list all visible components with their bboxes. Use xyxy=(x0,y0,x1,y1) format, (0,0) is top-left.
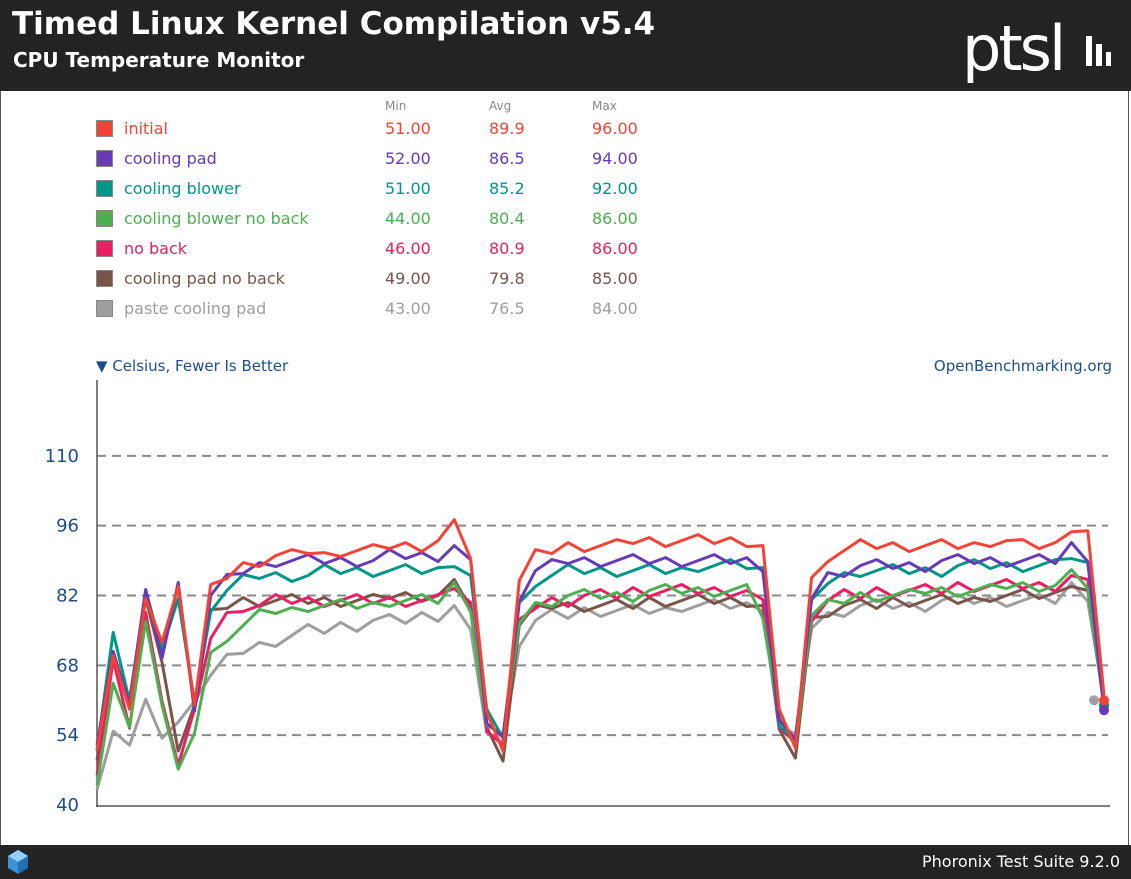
svg-text:ptsl: ptsl xyxy=(962,12,1063,84)
legend-min-value: 43.00 xyxy=(385,299,431,318)
phoronix-cube-icon xyxy=(8,850,28,874)
pts-logo-icon: ptsl xyxy=(962,12,1111,84)
legend-avg-value: 76.5 xyxy=(489,299,525,318)
legend-min-value: 49.00 xyxy=(385,269,431,288)
legend-avg-value: 79.8 xyxy=(489,269,525,288)
legend-series-name: cooling blower xyxy=(124,179,241,198)
legend-swatch xyxy=(96,120,113,137)
series-line xyxy=(95,581,1106,791)
unit-label: ▼ Celsius, Fewer Is Better xyxy=(96,357,288,375)
legend-swatch xyxy=(96,270,113,287)
series-line xyxy=(95,541,1106,746)
chart-title: Timed Linux Kernel Compilation v5.4 xyxy=(12,6,656,42)
legend-min-value: 51.00 xyxy=(385,179,431,198)
legend-swatch xyxy=(96,180,113,197)
legend-avg-value: 80.9 xyxy=(489,239,525,258)
legend-swatch xyxy=(96,210,113,227)
down-triangle-icon: ▼ xyxy=(96,357,108,375)
y-tick-label: 40 xyxy=(56,795,79,816)
y-tick-label: 110 xyxy=(45,446,79,467)
legend-min-value: 51.00 xyxy=(385,119,431,138)
legend-min-value: 52.00 xyxy=(385,149,431,168)
legend-max-value: 85.00 xyxy=(592,269,638,288)
legend-avg-value: 89.9 xyxy=(489,119,525,138)
legend-series-name: cooling pad xyxy=(124,149,217,168)
series-line xyxy=(95,568,1106,786)
chart-body xyxy=(0,91,1129,845)
y-tick-label: 54 xyxy=(56,725,79,746)
legend-min-value: 46.00 xyxy=(385,239,431,258)
series-line xyxy=(95,578,1106,763)
legend-max-value: 86.00 xyxy=(592,239,638,258)
footer-version: Phoronix Test Suite 9.2.0 xyxy=(922,852,1120,871)
legend-swatch xyxy=(96,300,113,317)
legend-series-name: cooling blower no back xyxy=(124,209,309,228)
legend-avg-value: 85.2 xyxy=(489,179,525,198)
y-tick-label: 82 xyxy=(56,586,79,607)
legend-series-name: cooling pad no back xyxy=(124,269,285,288)
legend-series-name: initial xyxy=(124,119,168,138)
legend-max-value: 92.00 xyxy=(592,179,638,198)
legend-series-name: paste cooling pad xyxy=(124,299,267,318)
legend-max-value: 84.00 xyxy=(592,299,638,318)
openbenchmarking-link[interactable]: OpenBenchmarking.org xyxy=(933,357,1112,375)
legend-col-max: Max xyxy=(592,99,617,113)
legend-max-value: 94.00 xyxy=(592,149,638,168)
legend-max-value: 96.00 xyxy=(592,119,638,138)
legend-avg-value: 80.4 xyxy=(489,209,525,228)
unit-label-text: Celsius, Fewer Is Better xyxy=(112,357,289,375)
series-end-point xyxy=(1099,695,1109,706)
footer-bar: Phoronix Test Suite 9.2.0 xyxy=(0,845,1131,879)
legend-col-avg: Avg xyxy=(489,99,512,113)
legend-col-min: Min xyxy=(385,99,407,113)
y-tick-label: 68 xyxy=(56,655,79,676)
legend-swatch xyxy=(96,240,113,257)
series-line xyxy=(95,518,1106,753)
chart-subtitle: CPU Temperature Monitor xyxy=(13,48,305,72)
legend-series-name: no back xyxy=(124,239,188,258)
y-tick-label: 96 xyxy=(56,516,79,537)
series-end-point xyxy=(1099,705,1109,716)
legend-avg-value: 86.5 xyxy=(489,149,525,168)
legend-swatch xyxy=(96,150,113,167)
legend-min-value: 44.00 xyxy=(385,209,431,228)
legend-max-value: 86.00 xyxy=(592,209,638,228)
series-end-point xyxy=(1089,695,1099,706)
header-bar: Timed Linux Kernel Compilation v5.4 CPU … xyxy=(0,0,1131,91)
